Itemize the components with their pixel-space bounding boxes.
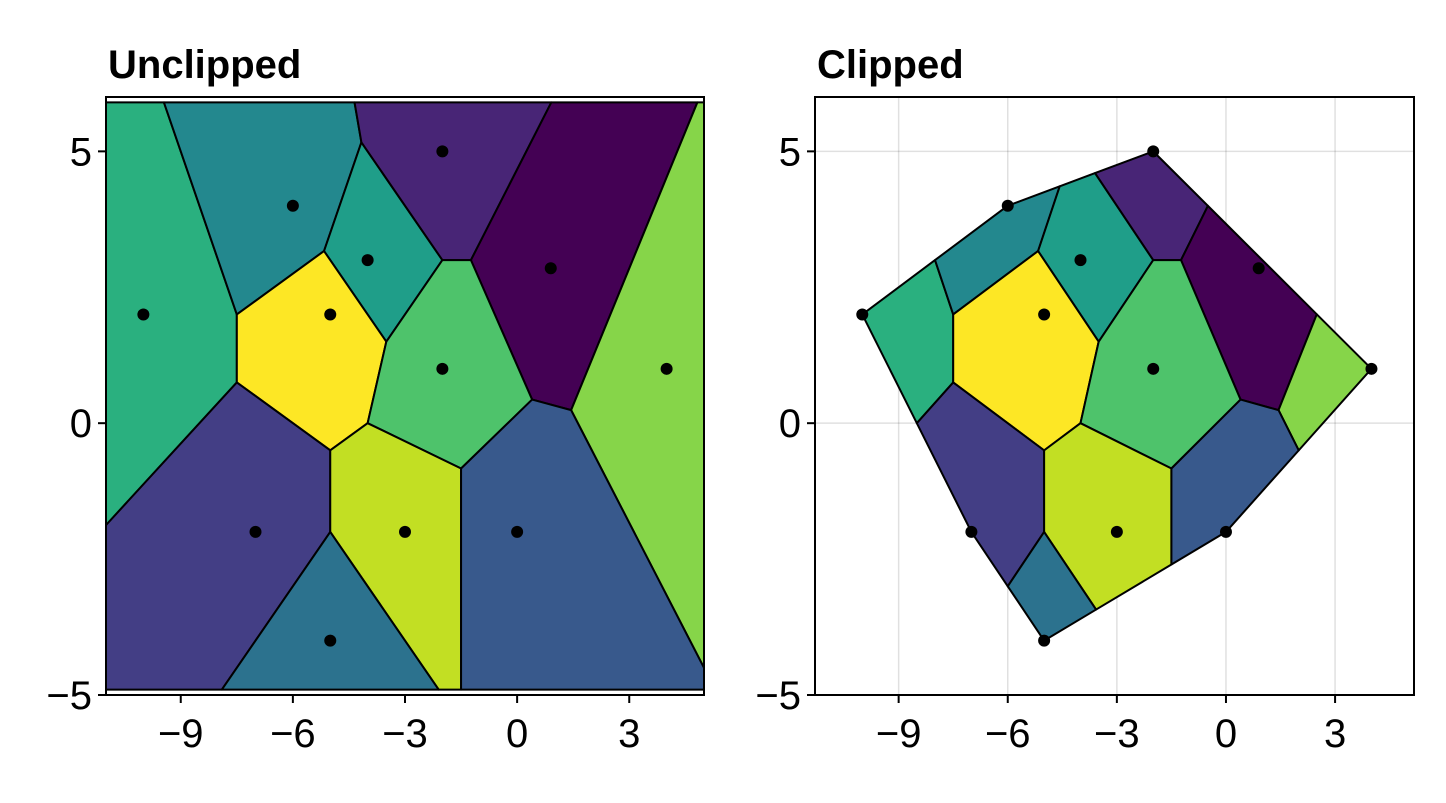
site-point [1074,254,1087,267]
site-point [1219,525,1232,538]
site-point [286,199,299,212]
chart-title: Unclipped [108,43,301,87]
site-point [1110,525,1123,538]
site-point [1147,362,1160,375]
site-point [324,308,337,321]
x-tick-label: −3 [1094,712,1140,756]
y-tick-label: −5 [46,674,92,718]
voronoi-cell [1006,530,1098,642]
x-tick-label: −6 [985,712,1031,756]
site-point [324,634,337,647]
site-point [361,254,374,267]
x-tick-label: 0 [506,712,528,756]
y-tick-label: 5 [779,130,801,174]
site-point [1001,199,1014,212]
x-tick-label: −9 [158,712,204,756]
y-tick-label: 5 [70,130,92,174]
site-point [511,525,524,538]
site-point [1038,634,1051,647]
site-point [544,262,557,275]
site-point [1147,145,1160,158]
voronoi-cell [220,530,440,691]
site-point [965,525,978,538]
axes-frame [814,96,1415,696]
y-tick-label: −5 [755,674,801,718]
site-point [1252,262,1265,275]
site-point [249,525,262,538]
y-tick-label: 0 [70,402,92,446]
site-point [660,362,673,375]
site-point [436,362,449,375]
site-point [399,525,411,538]
x-tick-label: 0 [1215,712,1237,756]
x-tick-label: −6 [270,712,316,756]
x-tick-label: 3 [1324,712,1346,756]
x-tick-label: −3 [382,712,428,756]
site-point [137,308,150,321]
y-tick-label: 0 [779,402,801,446]
x-tick-label: 3 [618,712,640,756]
site-point [856,308,869,321]
site-point [1365,362,1378,375]
chart-title: Clipped [817,43,964,87]
x-tick-label: −9 [876,712,922,756]
site-point [436,145,449,158]
site-point [1038,308,1051,321]
